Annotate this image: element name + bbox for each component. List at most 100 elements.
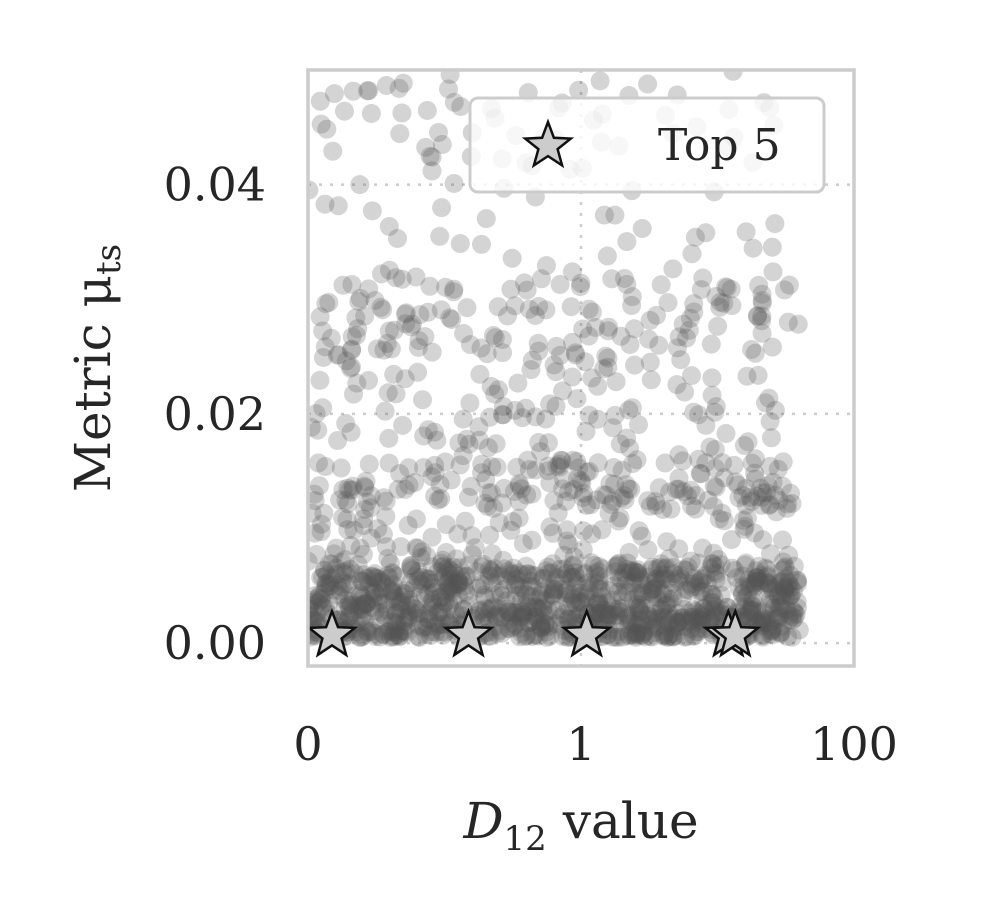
scatter-point <box>563 555 583 575</box>
scatter-point <box>312 595 332 615</box>
scatter-point <box>487 607 506 627</box>
scatter-point <box>348 600 368 620</box>
scatter-point <box>308 606 319 626</box>
scatter-point <box>656 595 676 615</box>
scatter-point <box>452 571 472 591</box>
scatter-point <box>453 409 473 429</box>
scatter-point <box>745 571 765 591</box>
scatter-point <box>625 626 645 646</box>
scatter-point <box>308 491 325 511</box>
scatter-point <box>405 473 424 493</box>
scatter-point <box>774 577 794 597</box>
scatter-point <box>487 457 507 477</box>
scatter-point <box>739 608 759 628</box>
scatter-point <box>540 517 560 537</box>
scatter-point <box>683 626 703 646</box>
scatter-point <box>663 627 683 647</box>
scatter-point <box>422 598 442 617</box>
scatter-point <box>350 538 370 558</box>
scatter-point <box>352 595 372 615</box>
scatter-point <box>662 624 682 644</box>
scatter-point <box>772 571 792 591</box>
scatter-point <box>651 554 671 574</box>
scatter-point <box>728 475 748 495</box>
scatter-point <box>574 484 594 503</box>
scatter-point <box>523 627 543 646</box>
scatter-point <box>429 123 448 142</box>
scatter-point <box>338 574 358 594</box>
scatter-point <box>768 609 788 629</box>
scatter-point <box>762 621 782 641</box>
scatter-point <box>658 593 678 612</box>
scatter-point <box>708 602 728 622</box>
scatter-point <box>630 610 650 630</box>
scatter-point <box>538 579 558 599</box>
scatter-point <box>769 587 789 607</box>
scatter-point <box>351 586 371 606</box>
scatter-point <box>588 453 608 473</box>
scatter-point <box>539 601 559 621</box>
scatter-point <box>393 415 413 435</box>
scatter-point <box>705 556 725 576</box>
scatter-point <box>752 311 772 331</box>
scatter-point <box>747 568 767 587</box>
scatter-point <box>597 610 617 630</box>
scatter-point <box>435 587 455 606</box>
scatter-point <box>632 219 652 238</box>
scatter-point <box>469 430 489 450</box>
scatter-point <box>640 582 660 602</box>
scatter-point <box>777 498 797 518</box>
scatter-point <box>390 124 410 144</box>
scatter-point <box>734 577 754 597</box>
scatter-point <box>667 338 687 358</box>
scatter-point <box>663 627 683 647</box>
scatter-point <box>472 557 492 577</box>
scatter-point <box>619 625 639 645</box>
scatter-point <box>455 576 474 596</box>
scatter-point <box>308 523 325 543</box>
scatter-point <box>364 588 384 608</box>
scatter-point <box>390 623 409 643</box>
scatter-point <box>353 588 373 608</box>
scatter-point <box>416 137 436 157</box>
scatter-point <box>538 617 558 637</box>
scatter-point <box>705 402 725 422</box>
scatter-point <box>353 544 373 564</box>
scatter-point <box>489 602 509 622</box>
scatter-point <box>770 596 790 616</box>
scatter-point <box>308 599 319 618</box>
scatter-point <box>501 520 521 540</box>
scatter-point <box>333 275 353 295</box>
scatter-point <box>472 463 491 483</box>
scatter-point <box>609 553 629 573</box>
scatter-point <box>344 520 364 540</box>
scatter-point <box>451 97 471 116</box>
scatter-point <box>655 453 675 473</box>
scatter-point <box>356 594 376 614</box>
scatter-point <box>766 608 786 628</box>
scatter-point <box>761 589 781 609</box>
scatter-point <box>350 175 370 195</box>
scatter-point <box>551 608 571 628</box>
scatter-point <box>603 599 623 619</box>
scatter-point <box>434 568 454 587</box>
scatter-point <box>377 566 397 586</box>
scatter-point <box>704 588 724 608</box>
scatter-point <box>646 569 666 589</box>
scatter-point <box>337 509 357 529</box>
scatter-point <box>368 519 388 539</box>
scatter-point <box>477 344 497 364</box>
scatter-point <box>643 580 663 600</box>
scatter-point <box>355 594 375 613</box>
scatter-point <box>492 405 512 425</box>
scatter-point <box>511 607 531 627</box>
scatter-point <box>509 476 529 496</box>
scatter-point <box>413 390 432 410</box>
scatter-point <box>502 248 522 268</box>
scatter-point <box>442 600 462 620</box>
scatter-point <box>779 605 799 625</box>
scatter-point <box>406 509 426 529</box>
scatter-point <box>335 550 355 570</box>
scatter-point <box>373 624 392 644</box>
scatter-point <box>529 599 549 619</box>
